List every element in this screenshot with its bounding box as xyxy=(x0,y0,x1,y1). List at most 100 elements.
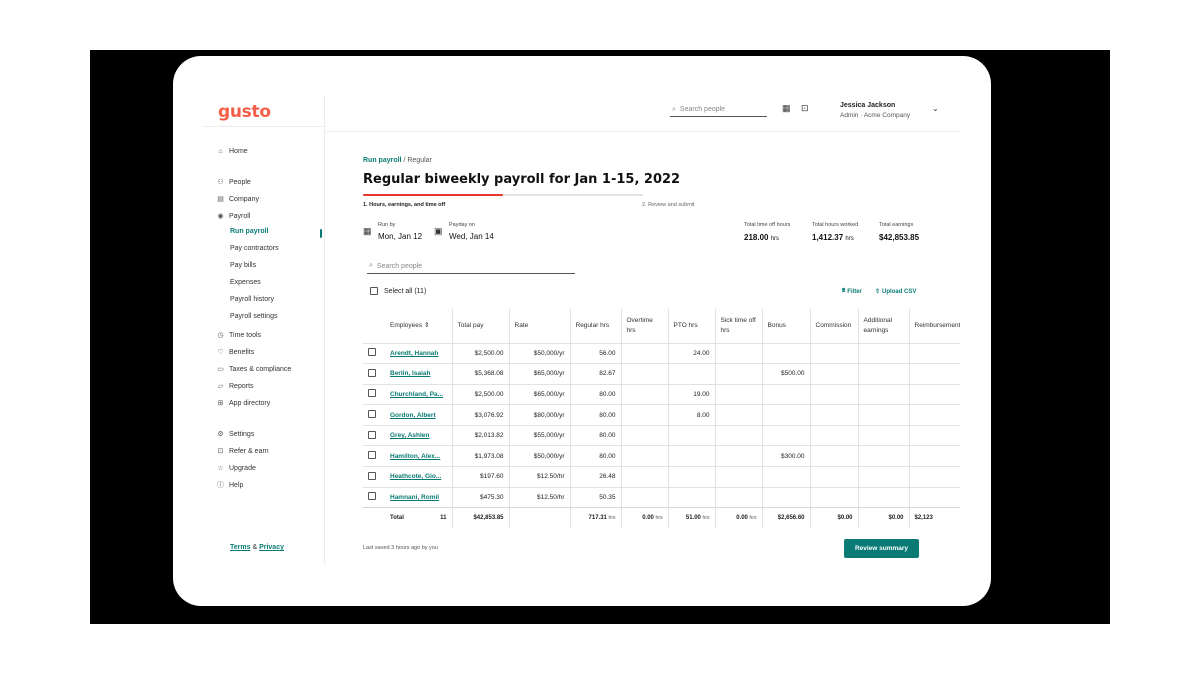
cell-regular-hrs[interactable]: 50.35 xyxy=(569,486,621,508)
cell-bonus[interactable] xyxy=(761,404,810,426)
cell-overtime-hrs[interactable] xyxy=(620,404,668,426)
cell-additional-earnings[interactable] xyxy=(857,363,909,385)
cell-rate[interactable]: $12.50/hr xyxy=(508,466,570,488)
sidebar-sub-pay-bills[interactable]: Pay bills xyxy=(230,262,257,269)
row-checkbox[interactable] xyxy=(368,430,376,439)
row-checkbox[interactable] xyxy=(368,492,376,501)
cell-pto-hrs[interactable]: 8.00 xyxy=(667,404,715,426)
cell-pto-hrs[interactable] xyxy=(667,363,715,385)
cell-rate[interactable]: $50,000/yr xyxy=(508,445,570,467)
cell-reimbursements[interactable] xyxy=(908,383,960,405)
cell-reimbursements[interactable] xyxy=(908,466,960,488)
sidebar-sub-pay-contractors[interactable]: Pay contractors xyxy=(230,245,279,252)
cell-additional-earnings[interactable] xyxy=(857,445,909,467)
cell-regular-hrs[interactable]: 56.00 xyxy=(569,342,621,364)
terms-link[interactable]: Terms xyxy=(230,544,251,551)
cell-bonus[interactable]: $500.00 xyxy=(761,363,810,385)
people-search-input[interactable]: ⌕ Search people xyxy=(367,259,575,274)
cell-commission[interactable] xyxy=(809,424,858,446)
cell-rate[interactable]: $80,000/yr xyxy=(508,404,570,426)
cell-overtime-hrs[interactable] xyxy=(620,486,668,508)
cell-total-pay[interactable]: $2,500.00 xyxy=(451,342,509,364)
cell-rate[interactable]: $65,000/yr xyxy=(508,383,570,405)
sidebar-item-benefits[interactable]: ♡ Benefits xyxy=(217,347,254,357)
sort-icon[interactable]: ⇕ xyxy=(423,321,430,329)
cell-total-pay[interactable]: $3,076.92 xyxy=(451,404,509,426)
cell-sick-hrs[interactable] xyxy=(714,404,762,426)
cell-reimbursements[interactable] xyxy=(908,424,960,446)
cell-bonus[interactable] xyxy=(761,424,810,446)
employee-link[interactable]: Grey, Ashlen xyxy=(390,432,430,440)
gusto-logo[interactable]: gusto xyxy=(218,102,271,122)
cell-total-pay[interactable]: $475.30 xyxy=(451,486,509,508)
cell-total-pay[interactable]: $1,973.08 xyxy=(451,445,509,467)
employee-link[interactable]: Hamnani, Romil xyxy=(390,493,440,501)
cell-pto-hrs[interactable]: 19.00 xyxy=(667,383,715,405)
employee-link[interactable]: Gordon, Albert xyxy=(390,411,436,419)
cell-total-pay[interactable]: $2,013.82 xyxy=(451,424,509,446)
cell-reimbursements[interactable] xyxy=(908,445,960,467)
cell-regular-hrs[interactable]: 80.00 xyxy=(569,445,621,467)
sidebar-item-help[interactable]: ⓘ Help xyxy=(217,480,243,490)
sidebar-sub-expenses[interactable]: Expenses xyxy=(230,279,261,286)
calendar-icon[interactable]: ▦ xyxy=(782,103,791,113)
sidebar-sub-payroll-settings[interactable]: Payroll settings xyxy=(230,313,278,320)
cell-bonus[interactable] xyxy=(761,342,810,364)
cell-rate[interactable]: $50,000/yr xyxy=(508,342,570,364)
sidebar-item-company[interactable]: ▤ Company xyxy=(217,194,259,204)
row-checkbox[interactable] xyxy=(368,471,376,480)
employee-link[interactable]: Churchland, Pa... xyxy=(390,390,444,398)
select-all-checkbox[interactable] xyxy=(370,287,378,295)
cell-sick-hrs[interactable] xyxy=(714,363,762,385)
cell-commission[interactable] xyxy=(809,466,858,488)
cell-total-pay[interactable]: $2,500.00 xyxy=(451,383,509,405)
cell-overtime-hrs[interactable] xyxy=(620,445,668,467)
cell-reimbursements[interactable] xyxy=(908,486,960,508)
cell-regular-hrs[interactable]: 26.48 xyxy=(569,466,621,488)
gift-icon[interactable]: ⊡ xyxy=(801,103,809,113)
cell-additional-earnings[interactable] xyxy=(857,424,909,446)
cell-bonus[interactable]: $300.00 xyxy=(761,445,810,467)
cell-additional-earnings[interactable] xyxy=(857,342,909,364)
cell-pto-hrs[interactable]: 24.00 xyxy=(667,342,715,364)
column-employees[interactable]: Employees ⇕ xyxy=(385,309,452,343)
sidebar-item-upgrade[interactable]: ☆ Upgrade xyxy=(217,463,256,473)
cell-total-pay[interactable]: $5,368.08 xyxy=(451,363,509,385)
sidebar-item-payroll[interactable]: ◉ Payroll xyxy=(217,211,250,221)
cell-sick-hrs[interactable] xyxy=(714,383,762,405)
cell-overtime-hrs[interactable] xyxy=(620,363,668,385)
sidebar-item-reports[interactable]: ▱ Reports xyxy=(217,381,254,391)
row-checkbox[interactable] xyxy=(368,410,376,419)
cell-total-pay[interactable]: $197.60 xyxy=(451,466,509,488)
cell-commission[interactable] xyxy=(809,342,858,364)
cell-overtime-hrs[interactable] xyxy=(620,466,668,488)
cell-commission[interactable] xyxy=(809,486,858,508)
cell-pto-hrs[interactable] xyxy=(667,445,715,467)
upload-csv-button[interactable]: ⇧ Upload CSV xyxy=(875,288,916,296)
cell-sick-hrs[interactable] xyxy=(714,445,762,467)
cell-bonus[interactable] xyxy=(761,486,810,508)
select-all[interactable]: Select all (11) xyxy=(370,287,426,295)
cell-additional-earnings[interactable] xyxy=(857,383,909,405)
cell-reimbursements[interactable] xyxy=(908,404,960,426)
breadcrumb-run-payroll[interactable]: Run payroll xyxy=(363,157,402,164)
employee-link[interactable]: Berlin, Isaiah xyxy=(390,370,431,378)
cell-bonus[interactable] xyxy=(761,383,810,405)
cell-regular-hrs[interactable]: 80.00 xyxy=(569,404,621,426)
cell-regular-hrs[interactable]: 82.67 xyxy=(569,363,621,385)
cell-reimbursements[interactable] xyxy=(908,363,960,385)
user-name[interactable]: Jessica Jackson xyxy=(840,102,896,109)
sidebar-item-settings[interactable]: ⚙ Settings xyxy=(217,429,254,439)
cell-regular-hrs[interactable]: 80.00 xyxy=(569,383,621,405)
sidebar-sub-payroll-history[interactable]: Payroll history xyxy=(230,296,274,303)
cell-overtime-hrs[interactable] xyxy=(620,383,668,405)
employee-link[interactable]: Hamilton, Alex... xyxy=(390,452,441,460)
chevron-down-icon[interactable]: ⌄ xyxy=(932,104,939,113)
cell-overtime-hrs[interactable] xyxy=(620,342,668,364)
cell-regular-hrs[interactable]: 80.00 xyxy=(569,424,621,446)
cell-rate[interactable]: $65,000/yr xyxy=(508,363,570,385)
row-checkbox[interactable] xyxy=(368,389,376,398)
sidebar-item-time-tools[interactable]: ◷ Time tools xyxy=(217,330,261,340)
header-search-input[interactable]: ⌕ Search people xyxy=(670,103,767,117)
cell-sick-hrs[interactable] xyxy=(714,466,762,488)
